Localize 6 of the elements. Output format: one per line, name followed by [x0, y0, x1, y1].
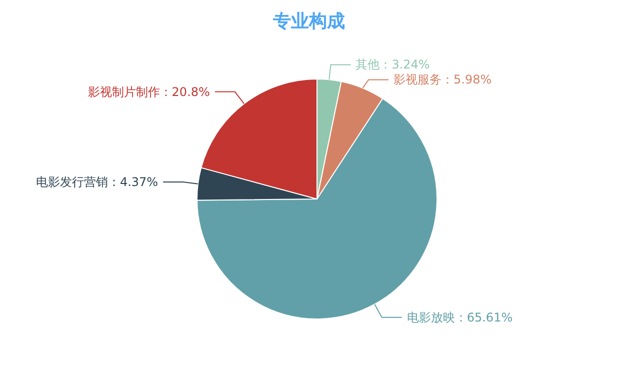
slice-label: 电影放映：65.61% — [406, 310, 513, 324]
slice-label: 影视服务：5.98% — [394, 72, 492, 87]
chart-title: 专业构成 — [272, 11, 345, 32]
slice-label: 其他：3.24% — [356, 58, 430, 72]
slice-label: 电影发行营销：4.37% — [36, 174, 158, 189]
slice-label: 影视制片制作：20.8% — [88, 84, 210, 99]
